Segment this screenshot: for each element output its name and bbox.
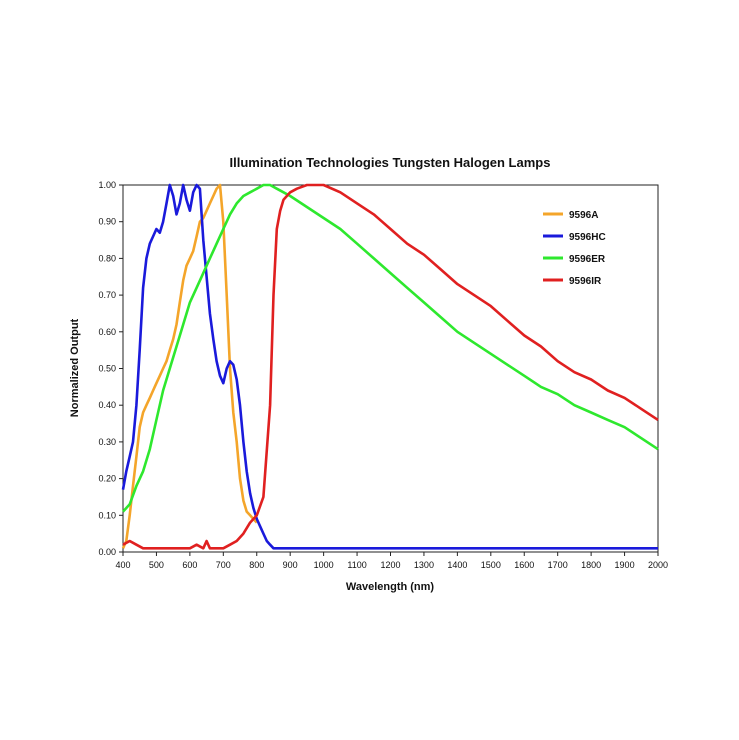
series-group (121, 183, 659, 550)
x-tick-label: 1500 (481, 560, 501, 570)
y-axis-label: Normalized Output (69, 318, 81, 417)
series-line-9596ir (122, 183, 659, 550)
x-tick-label: 1800 (581, 560, 601, 570)
y-tick-label: 0.20 (98, 474, 116, 484)
x-tick-label: 800 (249, 560, 264, 570)
x-tick-label: 500 (149, 560, 164, 570)
series-line-9596hc (121, 183, 658, 550)
legend-label-9596a: 9596A (569, 210, 598, 221)
x-tick-label: 600 (182, 560, 197, 570)
series-line-9596a (121, 183, 258, 549)
legend: 9596A 9596HC 9596ER 9596IR (543, 210, 606, 287)
x-tick-label: 1000 (314, 560, 334, 570)
y-tick-label: 0.00 (98, 547, 116, 557)
x-tick-label: 900 (283, 560, 298, 570)
chart-title: Illumination Technologies Tungsten Halog… (230, 155, 551, 170)
x-tick-label: 1200 (380, 560, 400, 570)
x-axis-label: Wavelength (nm) (346, 581, 435, 593)
y-tick-label: 0.60 (98, 327, 116, 337)
y-tick-label: 0.10 (98, 510, 116, 520)
x-tick-label: 1100 (347, 560, 366, 570)
x-tick-label: 400 (115, 560, 130, 570)
series-line-9596er (122, 183, 659, 513)
y-tick-label: 0.40 (98, 400, 116, 410)
x-tick-label: 1400 (447, 560, 467, 570)
x-tick-label: 1700 (548, 560, 568, 570)
y-axis: 0.00 0.10 0.20 0.30 0.40 0.50 0.60 0.70 0.80 0.90… (98, 180, 123, 557)
y-tick-label: 0.80 (98, 253, 116, 263)
y-tick-label: 1.00 (98, 180, 116, 190)
y-tick-label: 0.30 (98, 437, 116, 447)
legend-label-9596ir: 9596IR (569, 276, 602, 287)
legend-label-9596hc: 9596HC (569, 232, 606, 243)
x-tick-label: 700 (216, 560, 231, 570)
y-tick-label: 0.50 (98, 364, 116, 374)
legend-label-9596er: 9596ER (569, 254, 606, 265)
y-tick-label: 0.70 (98, 290, 116, 300)
y-tick-label: 0.90 (98, 217, 116, 227)
x-tick-label: 2000 (648, 560, 668, 570)
x-tick-label: 1300 (414, 560, 434, 570)
x-tick-label: 1600 (514, 560, 534, 570)
x-tick-label: 1900 (615, 560, 635, 570)
x-axis: 400 500 600 700 800 900 1000 1100 1200 1300 1400 15… (115, 552, 668, 570)
